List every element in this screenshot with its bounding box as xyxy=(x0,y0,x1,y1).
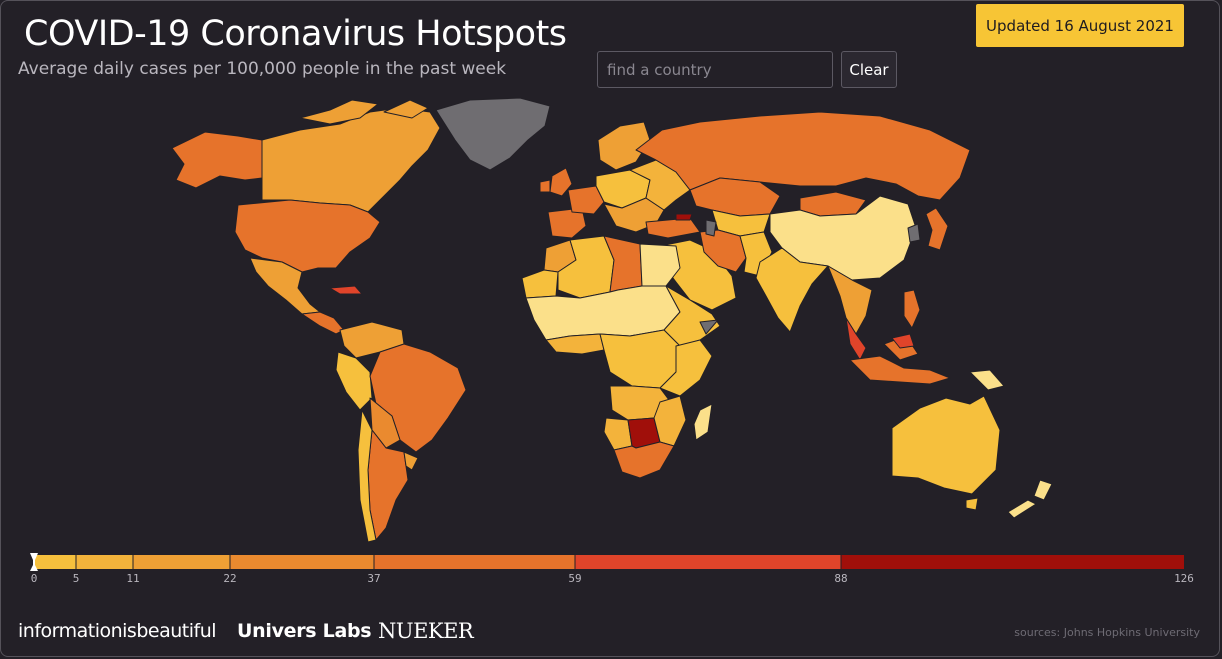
country-japan[interactable] xyxy=(925,207,949,251)
country-somalia[interactable] xyxy=(699,319,719,335)
country-greenland[interactable] xyxy=(435,97,551,171)
country-france[interactable] xyxy=(567,185,605,215)
updated-text: Updated 16 August 2021 xyxy=(986,16,1174,35)
country-borneo-malaysia[interactable] xyxy=(891,333,915,349)
legend-tick-label: 22 xyxy=(223,572,237,585)
brand-informationisbeautiful[interactable]: informationisbeautiful xyxy=(18,620,217,642)
legend-bin xyxy=(34,555,76,569)
country-iran[interactable] xyxy=(699,229,747,273)
country-southeast-asia[interactable] xyxy=(827,265,873,335)
country-alaska[interactable] xyxy=(171,131,263,189)
legend-tick-label: 88 xyxy=(834,572,848,585)
country-korea[interactable] xyxy=(907,223,921,243)
country-canada-arctic-islands[interactable] xyxy=(299,99,429,125)
page-subtitle: Average daily cases per 100,000 people i… xyxy=(18,59,507,79)
country-east-africa[interactable] xyxy=(659,339,713,397)
sources-note: sources: Johns Hopkins University xyxy=(1014,626,1200,639)
country-search-input[interactable] xyxy=(597,51,833,88)
country-uruguay[interactable] xyxy=(403,451,419,471)
brand-nueker[interactable]: NUEKER xyxy=(378,619,474,643)
country-chile[interactable] xyxy=(357,409,377,543)
country-papua-new-guinea[interactable] xyxy=(969,369,1005,391)
country-madagascar[interactable] xyxy=(693,403,713,441)
country-mongolia[interactable] xyxy=(799,191,867,217)
country-georgia[interactable] xyxy=(675,213,693,221)
clear-button[interactable]: Clear xyxy=(841,51,897,88)
country-egypt[interactable] xyxy=(639,243,681,287)
country-india[interactable] xyxy=(755,247,829,333)
legend-tick-label: 126 xyxy=(1174,572,1194,585)
country-caspian[interactable] xyxy=(705,219,717,237)
legend-bin xyxy=(575,555,841,569)
country-thailand-malaysia[interactable] xyxy=(845,317,867,361)
country-philippines[interactable] xyxy=(903,289,921,329)
legend-tick-label: 59 xyxy=(568,572,582,585)
country-usa[interactable] xyxy=(234,199,381,273)
updated-badge: Updated 16 August 2021 xyxy=(976,4,1184,47)
country-tasmania[interactable] xyxy=(965,497,979,511)
legend-bin xyxy=(133,555,230,569)
legend-bin xyxy=(841,555,1184,569)
world-choropleth-map[interactable] xyxy=(0,95,1222,550)
legend-range-handle[interactable] xyxy=(30,553,38,571)
country-cuba[interactable] xyxy=(329,285,363,295)
country-ireland[interactable] xyxy=(539,179,551,193)
country-namibia[interactable] xyxy=(603,417,633,451)
country-australia[interactable] xyxy=(891,395,1001,495)
country-peru-ecuador[interactable] xyxy=(335,351,373,411)
country-bolivia-paraguay[interactable] xyxy=(369,397,401,449)
legend-bin xyxy=(374,555,575,569)
page-title: COVID-19 Coronavirus Hotspots xyxy=(24,14,567,54)
legend-bin xyxy=(76,555,133,569)
country-central-america[interactable] xyxy=(301,311,345,335)
country-south-africa[interactable] xyxy=(613,441,675,479)
country-canada[interactable] xyxy=(261,107,441,213)
legend-bin xyxy=(230,555,374,569)
brand-univers-labs[interactable]: Univers Labs xyxy=(237,620,372,642)
color-legend: 0 5 11 22 37 59 88 126 xyxy=(30,553,1194,593)
legend-tick-label: 11 xyxy=(126,572,140,585)
country-new-zealand[interactable] xyxy=(1007,479,1053,519)
legend-bar xyxy=(30,553,1184,571)
legend-tick-label: 37 xyxy=(367,572,381,585)
country-turkey[interactable] xyxy=(645,217,701,239)
legend-tick-label: 0 xyxy=(30,572,38,585)
legend-tick-label: 5 xyxy=(72,572,80,585)
country-western-sahara[interactable] xyxy=(521,269,559,299)
